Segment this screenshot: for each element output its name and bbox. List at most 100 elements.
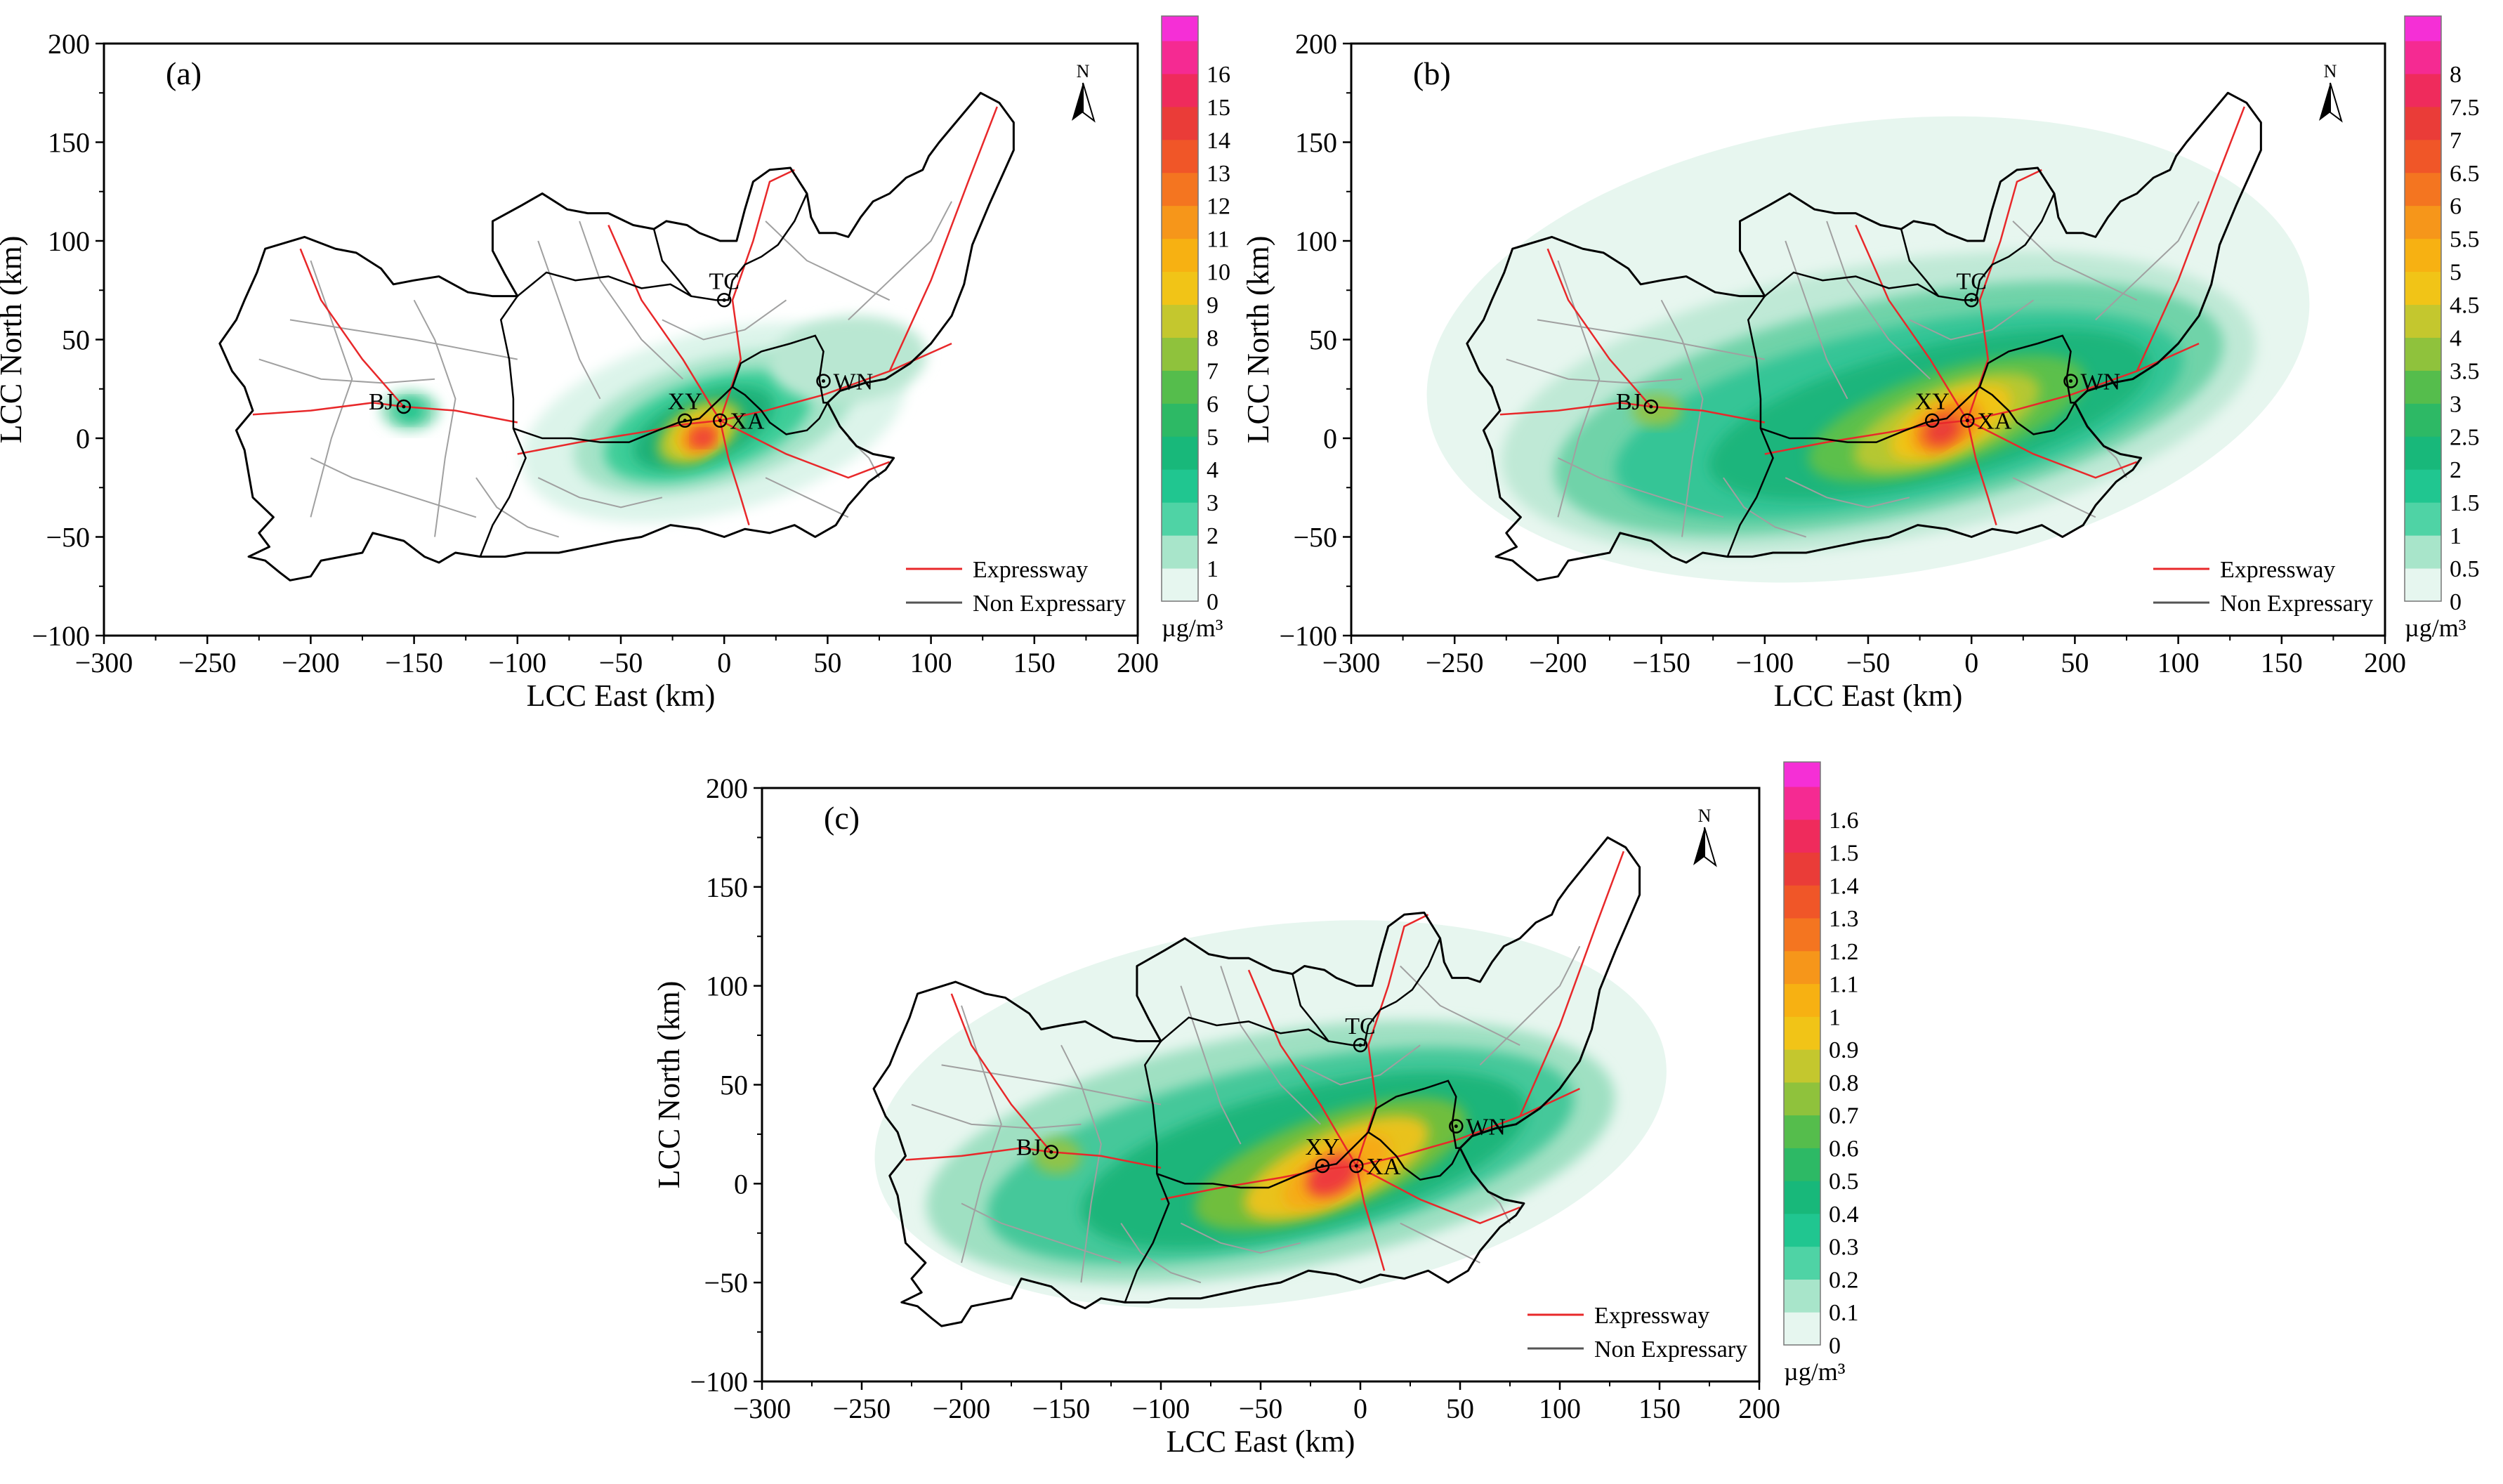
x-tick-label: −100 [489,647,547,678]
colorbar-bin [2405,271,2441,306]
y-tick-label: 100 [48,225,90,257]
x-tick-label: −250 [178,647,237,678]
north-arrow-icon: N [2319,61,2343,123]
x-tick-label: −50 [1846,647,1891,678]
colorbar-tick-label: 4.5 [2450,293,2480,319]
district-boundary [479,295,527,558]
colorbar-bin [1784,787,1820,820]
colorbar-bin [1162,436,1198,470]
x-tick-label: −200 [1529,647,1587,678]
expressway-road [1355,1165,1386,1271]
non-expressway-legend-label: Non Expressary [2220,591,2373,617]
colorbar-tick-label: 0.2 [1829,1267,1859,1293]
plume-contour [1306,1155,1358,1197]
colorbar-tick-label: 10 [1207,260,1230,286]
colorbar: 0 0.5 1 1.5 2 2.5 3 3.5 4 4.5 5 5.5 6 6.5 7 7.5 8 µg/m³ [2404,15,2480,642]
colorbar-tick-label: 0.5 [1829,1169,1859,1195]
non-expressway-road [310,260,353,518]
north-arrow-icon: N [1072,61,1096,123]
colorbar-bin [1162,403,1198,437]
panel-label: (a) [166,55,202,91]
district-boundary [1979,386,2076,435]
colorbar-tick-label: 0.5 [2450,556,2480,582]
expressway-road [719,419,891,479]
x-tick-label: 50 [813,647,841,678]
colorbar-tick-label: 8 [1207,325,1218,351]
expressway-road [607,225,721,421]
colorbar-bin [1162,337,1198,371]
expressway-legend-label: Expressway [2220,557,2335,583]
colorbar-bin [1784,1016,1820,1050]
non-expressway-road [2095,201,2200,321]
non-expressway-road [1060,1044,1102,1283]
colorbar-tick-label: 5 [2450,260,2462,286]
road-legend: Expressway Non Expressary [2153,557,2373,617]
non-expressway-road [1909,299,2035,341]
colorbar-tick-label: 6 [1207,391,1218,417]
non-expressway-road [961,1005,1002,1263]
non-expressway-road [2012,477,2096,518]
city-label: XA [730,409,765,435]
y-tick-label: 200 [706,773,748,804]
district-boundary [517,271,692,297]
colorbar-bin [1162,502,1198,536]
expressway-road [1966,169,2042,421]
x-tick-label: −200 [282,647,340,678]
colorbar-bin [1784,1246,1820,1280]
colorbar-bin [2405,469,2441,503]
city-marker-xy: XY [1305,1134,1340,1174]
non-expressway-road [1300,1044,1421,1086]
y-tick-label: 0 [734,1168,748,1200]
non-expressway-road [289,319,518,360]
expressway-road [1355,1164,1520,1225]
non-expressway-road [941,1064,1162,1105]
district-boundary [1764,271,1939,297]
colorbar-bin [2405,535,2441,569]
district-boundary [1160,1016,1329,1042]
y-tick-label: −100 [1279,620,1337,652]
non-expressway-road [1557,457,1724,518]
road-legend: Expressway Non Expressary [906,557,1126,617]
colorbar-tick-label: 0 [1207,589,1218,615]
non-expressway-road [848,201,952,321]
expressway-legend-label: Expressway [1594,1303,1709,1329]
y-tick-label: −100 [690,1366,748,1398]
city-marker-bj: BJ [1016,1134,1059,1160]
x-tick-label: 0 [717,647,731,678]
expressway-road [888,106,998,372]
colorbar-bin [1162,271,1198,306]
district-boundary [1760,334,2075,443]
x-tick-label: 150 [2261,647,2303,678]
colorbar-tick-label: 5 [1207,424,1218,450]
colorbar-tick-label: 0.9 [1829,1037,1859,1063]
city-label: WN [2081,369,2121,395]
colorbar-bin [2405,337,2441,371]
concentration-field [874,920,1667,1309]
city-marker-xa: XA [1960,409,2012,435]
colorbar-bin [2405,172,2441,206]
non-expressway-legend-label: Non Expressary [1594,1337,1747,1362]
colorbar-bin [1162,41,1198,74]
district-boundary [513,334,828,443]
colorbar-unit-label: µg/m³ [1784,1358,1846,1386]
city-marker-xy: XY [668,389,702,428]
colorbar-tick-label: 4 [1207,457,1218,483]
expressway-road [1519,851,1625,1117]
expressway-road [1247,969,1358,1167]
x-tick-label: −150 [385,647,443,678]
city-label: WN [834,369,874,395]
non-expressway-road [537,477,663,508]
x-axis-label: LCC East (km) [1774,678,1963,713]
colorbar-bin [1784,1312,1820,1346]
y-axis-label: LCC North (km) [1241,236,1275,444]
city-label: WN [1466,1115,1506,1141]
colorbar-bin [1162,73,1198,107]
y-tick-label: 150 [1295,127,1337,159]
colorbar-tick-label: 1 [2450,523,2462,549]
x-tick-label: 100 [2157,647,2200,678]
y-tick-label: 50 [1309,324,1337,356]
non-expressway-road [1220,966,1321,1125]
colorbar-bin [2405,205,2441,239]
colorbar-bin [2405,436,2441,470]
colorbar-tick-label: 1.1 [1829,972,1859,998]
